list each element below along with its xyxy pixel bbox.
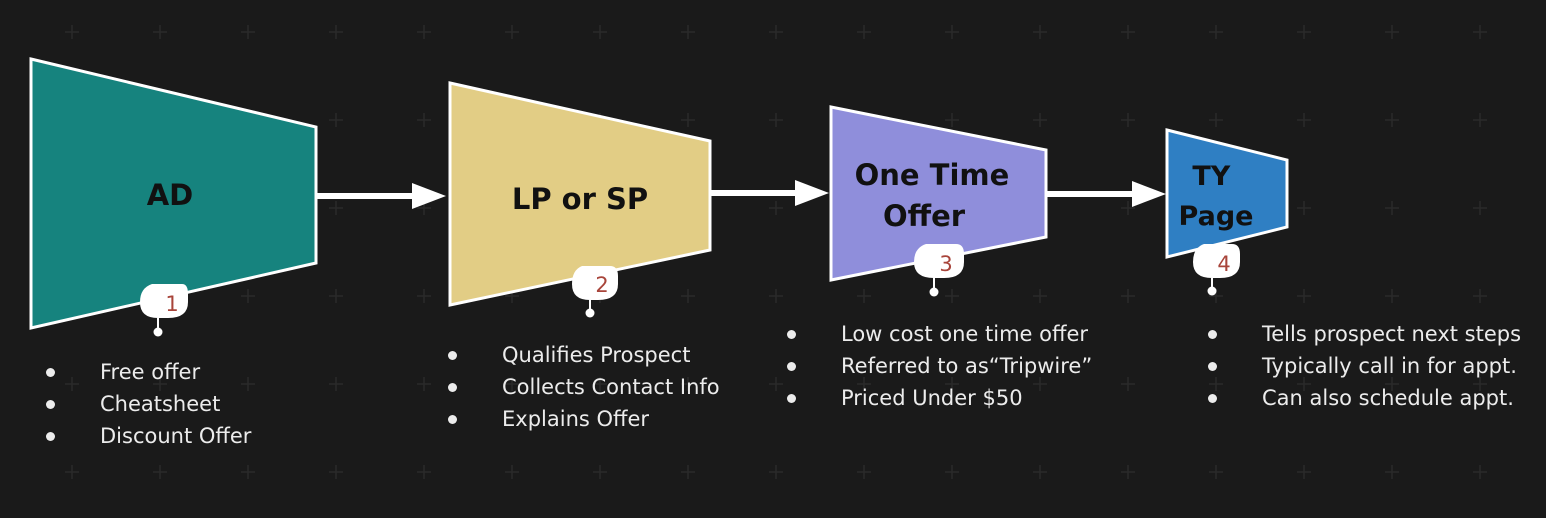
list-item: Low cost one time offer (785, 318, 1092, 350)
list-item: Can also schedule appt. (1206, 382, 1521, 414)
stage-lp-number: 2 (595, 273, 608, 297)
stage-ty-number-badge: 4 (1193, 244, 1240, 296)
stage-ad: AD 1 (29, 57, 318, 337)
stage-lp: LP or SP 2 (448, 81, 712, 318)
list-item: Tells prospect next steps (1206, 318, 1521, 350)
stage-ad-title: AD (147, 178, 194, 212)
stage-oto-shape (829, 105, 1048, 282)
list-item: Typically call in for appt. (1206, 350, 1521, 382)
list-item: Discount Offer (44, 420, 251, 452)
arrow-oto-to-ty (1046, 181, 1166, 207)
list-item: Qualifies Prospect (446, 339, 720, 371)
list-item: Priced Under $50 (785, 382, 1092, 414)
list-item: Referred to as“Tripwire” (785, 350, 1092, 382)
stage-oto-number: 3 (939, 252, 952, 276)
stage-ty-bullets: Tells prospect next steps Typically call… (1206, 318, 1521, 414)
stage-ty-number: 4 (1217, 252, 1230, 276)
stage-ad-number: 1 (165, 292, 178, 316)
stage-lp-title: LP or SP (512, 182, 648, 216)
stage-oto-number-badge: 3 (914, 244, 964, 297)
stage-ty-shape (1165, 128, 1289, 259)
stage-ty: TY Page 4 (1165, 128, 1289, 296)
stage-ty-title: TY Page (1179, 161, 1254, 232)
stage-oto-bullets: Low cost one time offer Referred to as“T… (785, 318, 1092, 414)
stage-oto: One Time Offer 3 (829, 105, 1048, 297)
list-item: Cheatsheet (44, 388, 251, 420)
arrow-ad-to-lp (316, 183, 446, 209)
stage-ad-number-badge: 1 (140, 284, 188, 337)
list-item: Free offer (44, 356, 251, 388)
stage-lp-number-badge: 2 (572, 266, 618, 318)
stage-ad-shape (29, 57, 318, 330)
list-item: Collects Contact Info (446, 371, 720, 403)
stage-ad-bullets: Free offer Cheatsheet Discount Offer (44, 356, 251, 452)
list-item: Explains Offer (446, 403, 720, 435)
arrow-lp-to-oto (710, 180, 829, 206)
stage-lp-bullets: Qualifies Prospect Collects Contact Info… (446, 339, 720, 435)
stage-lp-shape (448, 81, 712, 307)
stage-oto-title: One Time Offer (855, 158, 1020, 233)
